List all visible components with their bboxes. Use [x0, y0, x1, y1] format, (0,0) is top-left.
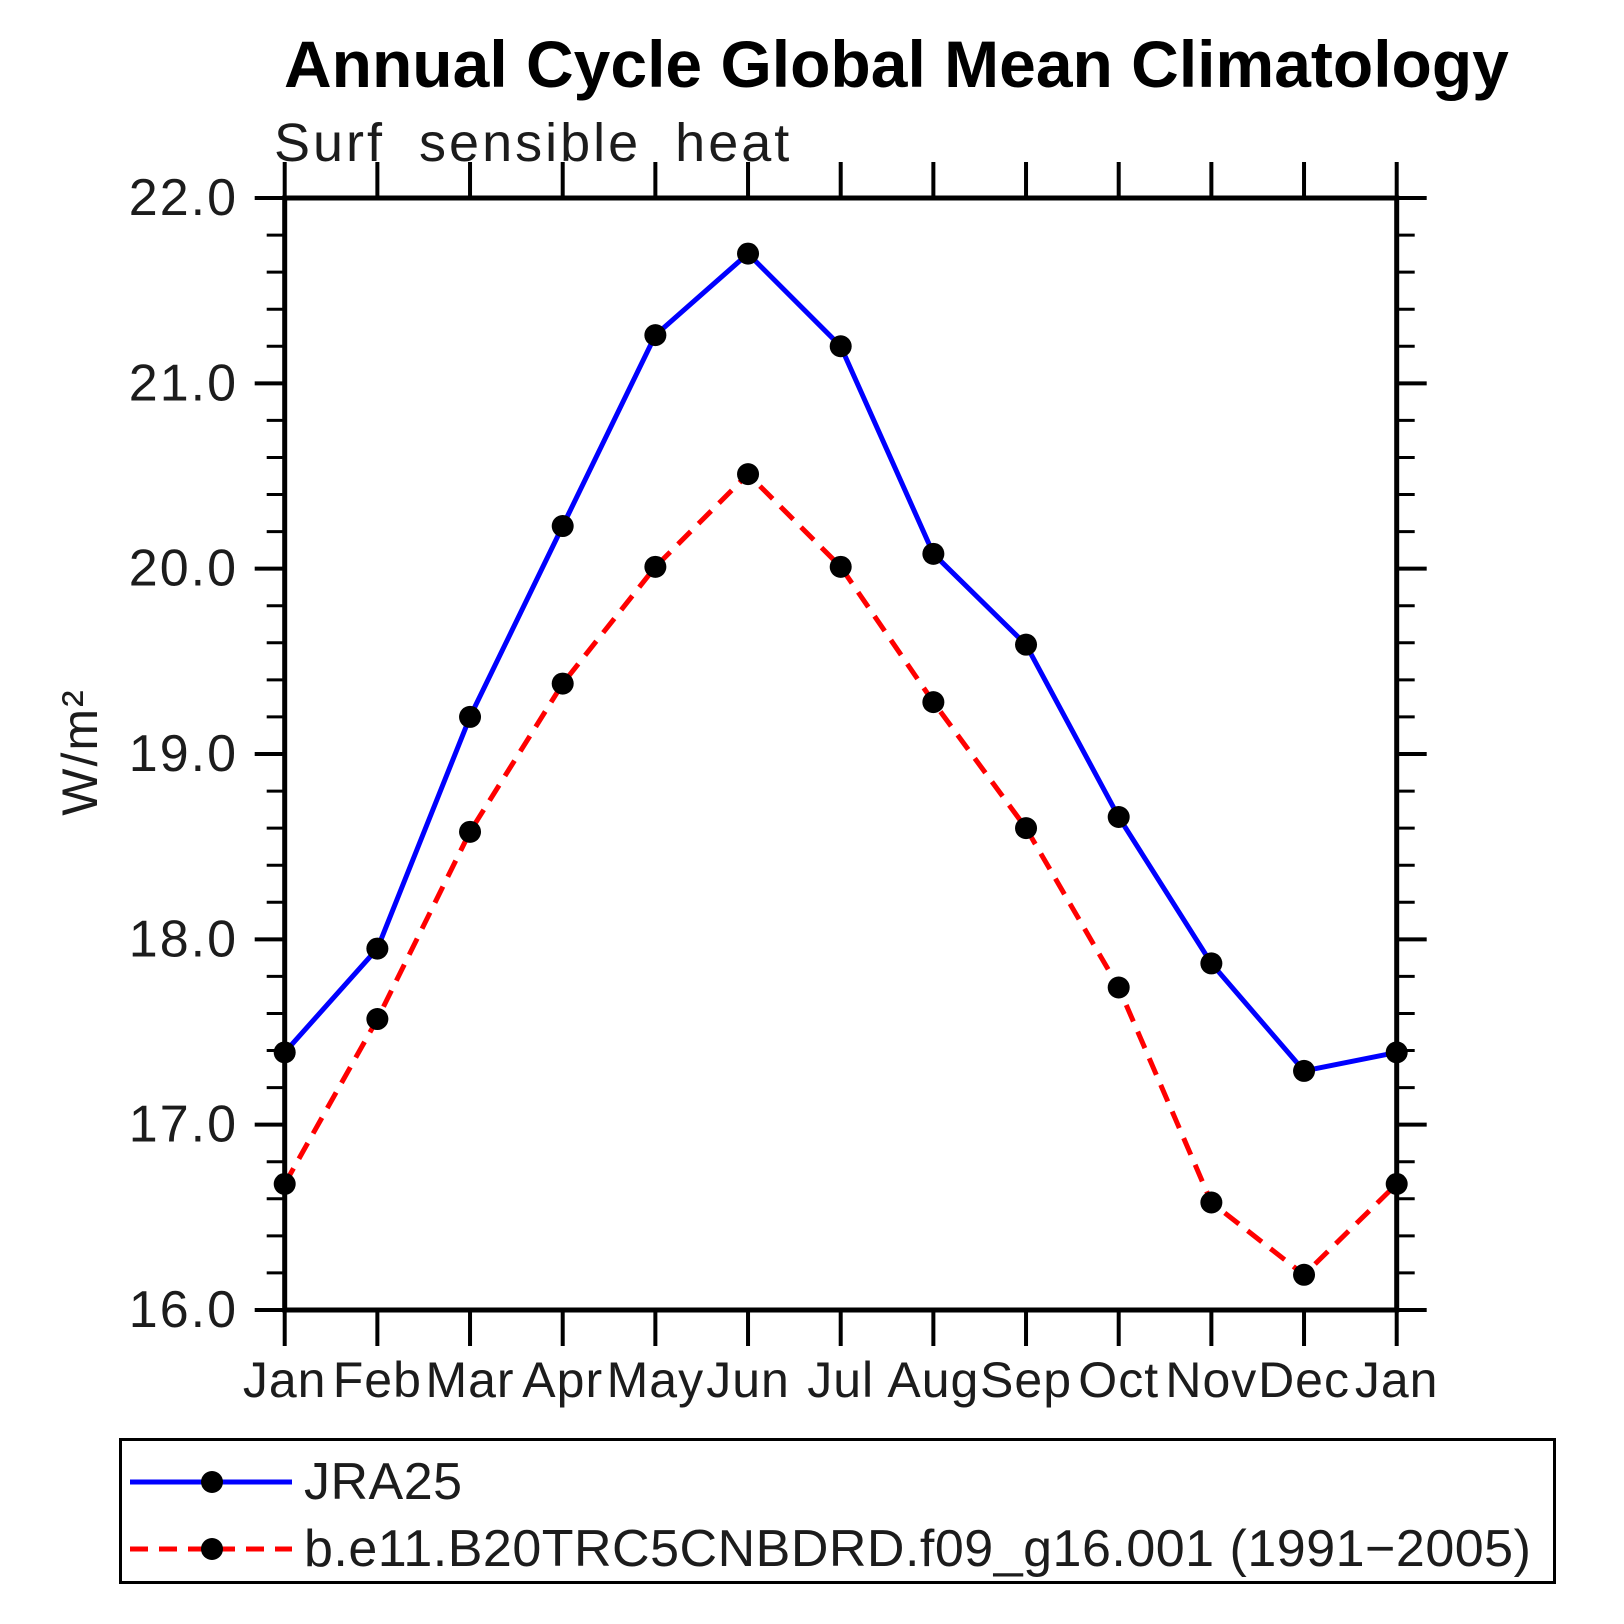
legend-line-sample: [130, 1538, 292, 1560]
data-point-0: [273, 1041, 296, 1064]
data-point-0: [1385, 1041, 1408, 1064]
legend-label: JRA25: [304, 1453, 463, 1511]
y-tick-label: 20.0: [129, 540, 238, 598]
x-tick-label: Nov: [1165, 1352, 1257, 1408]
data-point-1: [273, 1172, 296, 1195]
data-point-1: [1200, 1191, 1223, 1214]
legend-entry-model: b.e11.B20TRC5CNBDRD.f09_g16.001 (1991−20…: [126, 1520, 1531, 1578]
data-point-1: [1293, 1263, 1316, 1286]
data-point-0: [366, 937, 389, 960]
legend-entry-jra25: JRA25: [126, 1453, 463, 1511]
x-tick-label: Feb: [333, 1352, 422, 1408]
x-tick-label: Aug: [887, 1352, 979, 1408]
data-point-0: [922, 542, 945, 565]
data-point-1: [1107, 976, 1130, 999]
legend-marker-dot: [201, 1471, 223, 1493]
legend-line-sample: [130, 1471, 292, 1493]
y-tick-label: 16.0: [129, 1281, 238, 1339]
y-tick-label: 18.0: [129, 910, 238, 968]
x-tick-label: May: [607, 1352, 704, 1408]
x-tick-label: Sep: [980, 1352, 1072, 1408]
data-point-1: [829, 555, 852, 578]
x-tick-label: Jan: [1355, 1352, 1439, 1408]
data-point-1: [366, 1008, 389, 1031]
legend-box: JRA25 b.e11.B20TRC5CNBDRD.f09_g16.001 (1…: [119, 1438, 1556, 1584]
x-tick-label: Mar: [425, 1352, 514, 1408]
data-point-1: [1385, 1172, 1408, 1195]
data-point-0: [1107, 806, 1130, 829]
y-tick-label: 17.0: [129, 1096, 238, 1154]
x-tick-label: Jan: [243, 1352, 327, 1408]
data-point-0: [1200, 952, 1223, 975]
data-point-0: [829, 335, 852, 358]
data-point-1: [644, 555, 667, 578]
data-point-0: [1293, 1059, 1316, 1082]
legend-marker-dot: [201, 1538, 223, 1560]
data-point-1: [922, 691, 945, 714]
y-tick-label: 19.0: [129, 725, 238, 783]
x-tick-label: Dec: [1258, 1352, 1350, 1408]
data-point-1: [551, 672, 574, 695]
data-point-0: [644, 324, 667, 347]
y-tick-label: 22.0: [129, 169, 238, 227]
y-tick-label: 21.0: [129, 354, 238, 412]
data-point-1: [459, 820, 482, 843]
x-tick-label: Jun: [706, 1352, 790, 1408]
series-line-1: [282, 471, 1399, 1278]
plot-frame: [282, 195, 1400, 1313]
data-point-0: [551, 515, 574, 538]
data-point-1: [737, 463, 760, 486]
x-tick-label: Apr: [522, 1352, 603, 1408]
data-point-0: [459, 705, 482, 728]
chart-title: Annual Cycle Global Mean Climatology: [284, 27, 1509, 101]
data-point-0: [737, 242, 760, 265]
data-point-0: [1015, 633, 1038, 656]
data-point-1: [1015, 817, 1038, 840]
series-line-0: [282, 251, 1398, 1074]
x-tick-label: Oct: [1078, 1352, 1159, 1408]
chart-subtitle: Surf sensible heat: [274, 113, 793, 173]
x-tick-label: Jul: [807, 1352, 874, 1408]
legend-label: b.e11.B20TRC5CNBDRD.f09_g16.001 (1991−20…: [304, 1520, 1532, 1578]
